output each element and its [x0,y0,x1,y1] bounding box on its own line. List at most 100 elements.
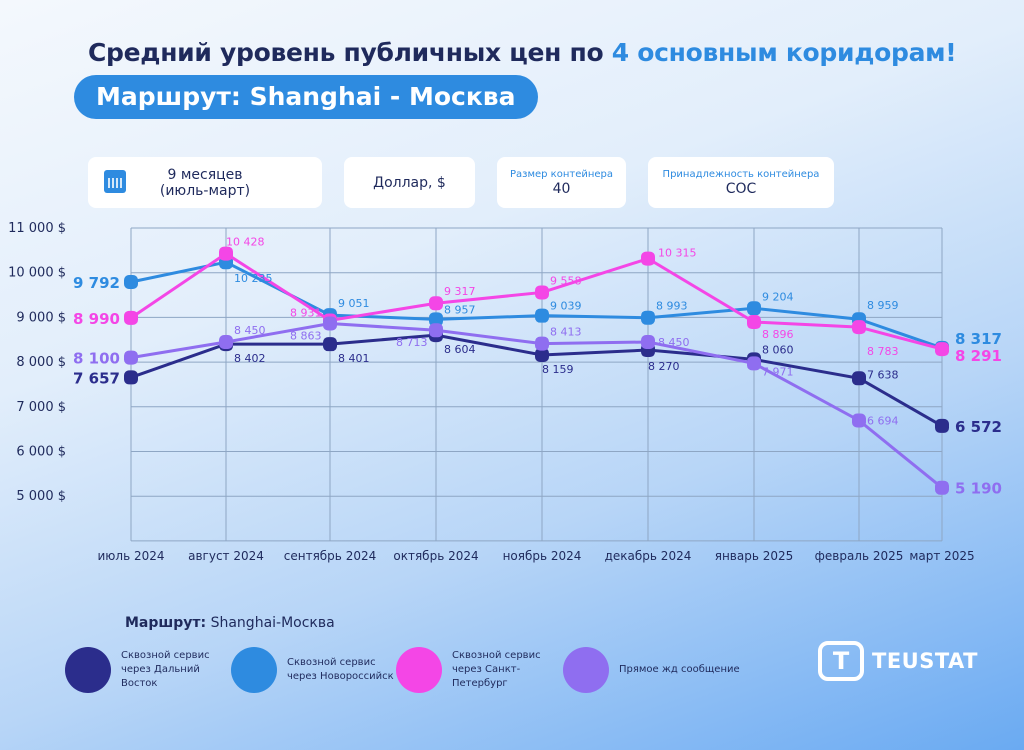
period-card: 9 месяцев (июль-март) [88,157,322,208]
legend-title: Маршрут: Shanghai-Москва [125,615,335,631]
data-label: 8 159 [542,363,574,376]
period-line2: (июль-март) [159,182,251,199]
data-point [747,356,761,371]
data-label: 10 235 [234,272,273,285]
legend-item-rail: Прямое жд сообщение [563,647,759,693]
data-label: 8 450 [658,336,690,349]
data-point [323,337,337,352]
y-tick-label: 7 000 $ [16,400,66,415]
data-label: 10 428 [226,236,265,249]
data-point [124,370,138,385]
y-tick-label: 11 000 $ [8,221,66,236]
data-label: 9 039 [550,300,582,313]
data-label: 8 100 [73,350,120,368]
legend-swatch [396,647,442,693]
data-point [535,308,549,323]
x-tick-label: февраль 2025 [815,549,904,563]
data-label: 8 060 [762,343,794,356]
legend-label: Сквозной сервис через Санкт-Петербург [452,650,541,689]
title-text: Средний уровень публичных цен по [88,38,612,67]
title-accent: 4 основным коридорам! [611,38,957,67]
legend-title-rest: Shanghai-Москва [206,615,335,631]
data-point [219,334,233,349]
x-tick-label: октябрь 2024 [393,549,478,563]
y-tick-label: 8 000 $ [16,355,66,370]
legend-swatch [563,647,609,693]
data-label: 8 990 [73,310,120,328]
y-tick-label: 5 000 $ [16,489,66,504]
x-tick-label: сентябрь 2024 [284,549,376,563]
data-label: 8 401 [338,352,370,365]
y-tick-label: 6 000 $ [16,445,66,460]
data-label: 9 204 [762,290,794,303]
legend-label: Сквозной сервис через Новороссийск [287,657,394,682]
data-point [747,301,761,316]
data-point [641,310,655,325]
size-value: 40 [552,181,571,197]
logo-text: TEUSTAT [872,649,978,673]
line-chart: 11 000 $ 10 000 $ 9 000 $ 8 000 $ 7 000 $ 6 0… [8,221,1002,563]
calendar-icon [104,170,126,193]
y-tick-label: 9 000 $ [16,310,66,325]
data-point [323,316,337,331]
y-tick-label: 10 000 $ [8,266,66,281]
data-point [535,347,549,362]
data-label: 9 317 [444,285,476,298]
data-label: 8 957 [444,303,476,316]
data-label: 8 896 [762,328,794,341]
data-label: 9 792 [73,274,120,292]
legend-title-bold: Маршрут: [125,615,207,631]
size-label: Размер контейнера [509,169,614,180]
legend-item-novorossiysk: Сквозной сервис через Новороссийск [231,647,397,693]
x-tick-label: июль 2024 [98,549,165,563]
legend-label: Прямое жд сообщение [619,664,740,675]
data-label: 7 638 [867,368,899,381]
data-label: 8 291 [955,347,1002,365]
data-label: 6 572 [955,418,1002,436]
data-point [535,285,549,300]
data-point [852,371,866,386]
data-point [124,310,138,325]
x-tick-label: декабрь 2024 [605,549,692,563]
data-label: 9 558 [550,274,582,287]
data-label: 8 270 [648,360,680,373]
data-point [429,323,443,338]
legend-swatch [231,647,277,693]
data-label: 9 051 [338,297,370,310]
page-title: Средний уровень публичных цен по 4 основ… [88,38,957,67]
data-point [124,274,138,289]
data-label: 8 413 [550,326,582,339]
data-label: 8 450 [234,324,266,337]
data-point [935,342,949,357]
x-tick-label: март 2025 [909,549,974,563]
data-point [747,315,761,330]
data-label: 5 190 [955,480,1002,498]
ownership-card: Принадлежность контейнера COC [648,157,834,208]
logo-mark: T [818,641,864,681]
data-label: 8 993 [656,300,688,313]
data-label: 8 604 [444,343,476,356]
teustat-logo: T TEUSTAT [818,641,978,681]
data-label: 8 931 [290,306,322,319]
x-tick-label: август 2024 [188,549,264,563]
data-label: 8 317 [955,330,1002,348]
ownership-label: Принадлежность контейнера [662,169,820,180]
data-point [852,320,866,335]
data-label: 7 657 [73,369,120,387]
data-label: 8 783 [867,345,899,358]
size-card: Размер контейнера 40 [497,157,626,208]
period-line1: 9 месяцев [167,166,243,183]
legend-item-far-east: Сквозной сервис через Дальний Восток [65,647,231,693]
data-point [935,480,949,495]
data-label: 8 863 [290,330,322,343]
currency-value: Доллар, $ [373,174,446,191]
ownership-value: COC [725,181,757,197]
data-point [852,413,866,428]
data-point [124,350,138,365]
legend-label: Сквозной сервис через Дальний Восток [121,650,210,689]
route-pill: Маршрут: Shanghai - Москва [74,75,538,119]
data-point [429,312,443,327]
x-tick-label: ноябрь 2024 [503,549,582,563]
data-point [219,246,233,261]
data-label: 8 402 [234,352,266,365]
